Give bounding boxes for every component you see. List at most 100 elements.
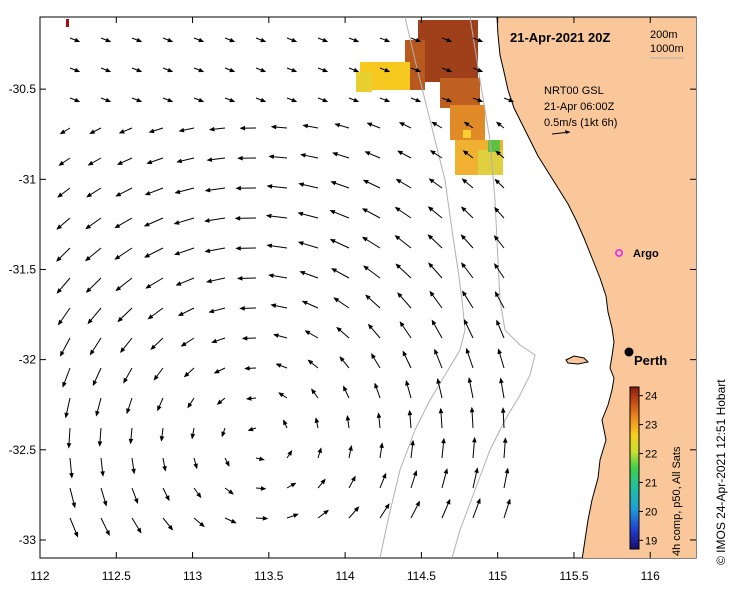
x-tick-label: 114: [336, 569, 355, 583]
current-vector: [175, 277, 195, 286]
current-vector: [495, 150, 505, 159]
current-vector: [348, 97, 360, 103]
current-vector: [379, 503, 390, 519]
current-vector: [302, 123, 319, 129]
current-vector: [441, 468, 449, 489]
current-vector: [493, 235, 505, 249]
current-vector: [245, 396, 257, 401]
current-vector: [131, 517, 142, 534]
current-vector: [278, 392, 288, 399]
current-vector: [330, 181, 350, 189]
current-vector: [334, 123, 350, 129]
current-vector: [472, 67, 484, 73]
current-vector: [462, 290, 474, 309]
current-vector: [317, 447, 322, 459]
current-vector: [343, 385, 350, 399]
current-vector: [441, 437, 446, 459]
x-axis: 112 112.5 113 113.5 114 114.5 115 115.5 116: [30, 17, 660, 583]
sst-patches: [66, 19, 503, 175]
current-vector: [273, 333, 288, 339]
current-vector: [69, 37, 81, 43]
current-vector: [427, 234, 443, 249]
current-vector: [162, 37, 174, 43]
current-vector: [174, 247, 195, 256]
colorbar-ramp: [629, 386, 640, 550]
current-vector: [100, 487, 108, 507]
current-vector: [224, 517, 237, 524]
current-vector: [286, 513, 299, 519]
current-vector: [69, 517, 79, 538]
current-vector: [146, 157, 164, 165]
current-vector: [66, 427, 72, 449]
current-vector: [365, 294, 381, 309]
y-tick-label: -30.5: [9, 82, 37, 96]
current-vector: [115, 187, 133, 197]
current-vector: [299, 271, 319, 279]
current-vector: [331, 268, 350, 279]
current-vector: [317, 37, 329, 43]
current-vector: [460, 234, 474, 249]
current-vector: [177, 307, 195, 317]
current-vector: [410, 470, 418, 489]
current-vector: [469, 406, 475, 429]
current-vector: [236, 276, 257, 281]
current-vector: [463, 121, 474, 129]
current-vector: [183, 367, 195, 378]
current-vector: [193, 67, 205, 73]
current-vector: [502, 437, 508, 459]
y-tick-label: -31: [19, 172, 37, 186]
current-vector: [429, 290, 443, 309]
current-vector: [204, 187, 226, 193]
current-vector: [85, 247, 102, 262]
current-vector: [244, 366, 257, 371]
current-vector: [159, 427, 165, 442]
current-vector: [239, 125, 257, 131]
current-vector: [143, 217, 164, 227]
current-vector: [87, 157, 102, 166]
current-vector: [333, 297, 350, 309]
current-vector: [86, 187, 102, 198]
current-vector: [117, 307, 133, 323]
current-vector: [348, 445, 353, 459]
current-vector: [173, 217, 195, 225]
depth-contours: [379, 17, 536, 558]
colorbar-tick-label: 19: [645, 535, 657, 547]
current-vector: [367, 323, 381, 339]
current-vector: [398, 122, 412, 129]
current-vector: [286, 67, 298, 73]
current-vector: [265, 213, 288, 219]
current-vector: [503, 467, 510, 489]
current-vector: [472, 37, 484, 43]
current-vector: [255, 37, 267, 43]
current-vector: [92, 367, 102, 387]
current-vector: [64, 397, 71, 419]
current-vector: [314, 417, 320, 429]
current-vector: [495, 121, 505, 129]
current-vector: [87, 307, 102, 325]
current-vector: [193, 487, 202, 499]
x-tick-label: 113: [183, 569, 202, 583]
current-vector: [224, 457, 230, 467]
current-vector: [441, 37, 453, 43]
current-vector: [174, 187, 195, 194]
current-vector: [499, 377, 505, 399]
current-vector: [348, 475, 356, 489]
current-vector: [339, 356, 350, 369]
current-vector: [162, 457, 167, 472]
current-vector: [472, 97, 484, 103]
current-vector: [407, 409, 413, 429]
current-vector: [187, 397, 195, 409]
current-vector: [162, 517, 174, 531]
current-vector: [463, 318, 474, 339]
current-vector: [203, 217, 226, 223]
perth-label: Perth: [634, 353, 667, 368]
current-vector: [100, 37, 112, 43]
current-vectors: [56, 37, 515, 538]
current-vector: [286, 97, 298, 103]
current-vector: [497, 348, 505, 369]
current-vector: [275, 363, 288, 369]
current-vector: [148, 127, 164, 134]
current-vector: [266, 184, 288, 189]
current-vector: [379, 97, 391, 103]
current-vector: [270, 303, 288, 309]
